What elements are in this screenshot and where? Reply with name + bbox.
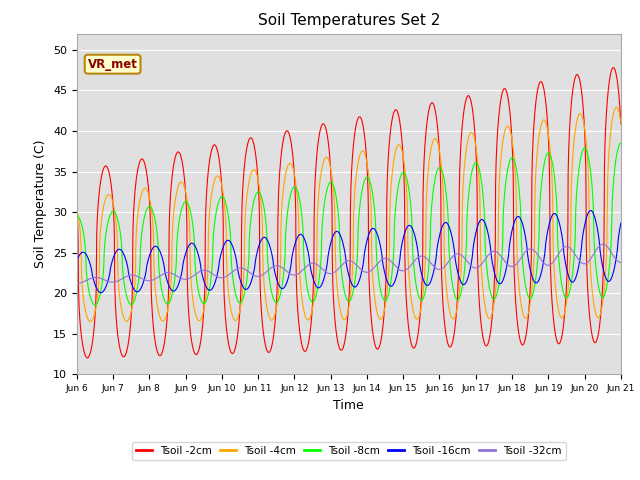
Tsoil -4cm <box>225 292 232 298</box>
Tsoil -2cm <box>584 293 592 299</box>
Tsoil -4cm <box>612 105 620 110</box>
Tsoil -2cm <box>73 208 81 214</box>
Tsoil -32cm <box>507 264 515 269</box>
Tsoil -8cm <box>584 153 592 158</box>
Tsoil -4cm <box>507 131 515 136</box>
Tsoil -16cm <box>617 220 625 226</box>
Line: Tsoil -32cm: Tsoil -32cm <box>77 244 621 284</box>
Tsoil -16cm <box>365 232 372 238</box>
Legend: Tsoil -2cm, Tsoil -4cm, Tsoil -8cm, Tsoil -16cm, Tsoil -32cm: Tsoil -2cm, Tsoil -4cm, Tsoil -8cm, Tsoi… <box>132 442 566 460</box>
Tsoil -32cm <box>73 281 81 287</box>
Tsoil -32cm <box>376 258 384 264</box>
Tsoil -4cm <box>376 316 384 322</box>
Tsoil -32cm <box>617 260 625 265</box>
Line: Tsoil -4cm: Tsoil -4cm <box>77 108 621 322</box>
Tsoil -16cm <box>584 211 592 216</box>
Tsoil -4cm <box>365 171 372 177</box>
Tsoil -4cm <box>617 119 625 125</box>
Tsoil -16cm <box>507 233 515 239</box>
Tsoil -2cm <box>507 121 515 127</box>
Tsoil -16cm <box>376 243 384 249</box>
Tsoil -2cm <box>376 340 384 346</box>
Tsoil -16cm <box>225 238 232 243</box>
Tsoil -4cm <box>584 166 592 171</box>
Tsoil -16cm <box>569 279 577 285</box>
Tsoil -8cm <box>91 302 99 308</box>
Tsoil -32cm <box>584 259 591 265</box>
X-axis label: Time: Time <box>333 399 364 412</box>
Tsoil -4cm <box>86 319 94 324</box>
Tsoil -8cm <box>507 156 515 161</box>
Tsoil -2cm <box>225 342 232 348</box>
Tsoil -2cm <box>365 255 372 261</box>
Line: Tsoil -8cm: Tsoil -8cm <box>77 143 621 305</box>
Tsoil -8cm <box>617 140 625 146</box>
Tsoil -2cm <box>609 65 617 71</box>
Tsoil -8cm <box>225 216 232 221</box>
Tsoil -8cm <box>569 267 577 273</box>
Tsoil -16cm <box>73 258 81 264</box>
Tsoil -8cm <box>376 287 384 292</box>
Tsoil -32cm <box>225 272 232 278</box>
Tsoil -32cm <box>569 248 577 254</box>
Line: Tsoil -16cm: Tsoil -16cm <box>77 211 621 293</box>
Y-axis label: Soil Temperature (C): Soil Temperature (C) <box>35 140 47 268</box>
Line: Tsoil -2cm: Tsoil -2cm <box>77 68 621 358</box>
Tsoil -4cm <box>569 152 577 157</box>
Text: VR_met: VR_met <box>88 58 138 71</box>
Tsoil -8cm <box>73 213 81 219</box>
Tsoil -2cm <box>617 121 625 127</box>
Tsoil -4cm <box>73 206 81 212</box>
Tsoil -8cm <box>365 176 372 181</box>
Tsoil -2cm <box>569 86 577 92</box>
Tsoil -32cm <box>365 269 372 275</box>
Title: Soil Temperatures Set 2: Soil Temperatures Set 2 <box>258 13 440 28</box>
Tsoil -2cm <box>84 355 92 361</box>
Tsoil -16cm <box>587 208 595 214</box>
Tsoil -32cm <box>599 241 607 247</box>
Tsoil -16cm <box>97 290 105 296</box>
